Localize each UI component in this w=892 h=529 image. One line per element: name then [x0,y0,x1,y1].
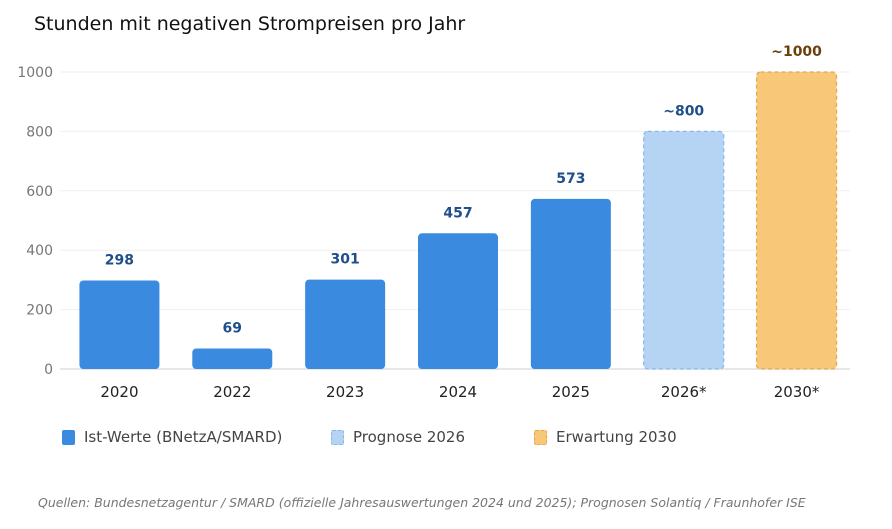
data-label: 69 [223,321,242,337]
x-tick-label: 2020 [100,383,138,401]
x-tick-label: 2024 [439,383,477,401]
bar-2022 [192,348,273,369]
bar-2026 [643,130,725,370]
y-tick-label: 800 [26,124,53,140]
y-tick-label: 400 [26,243,53,259]
legend-label: Prognose 2026 [353,428,465,446]
y-tick-label: 200 [26,303,53,319]
x-tick-label: 2025 [552,383,590,401]
legend-label: Erwartung 2030 [556,428,677,446]
x-tick-label: 2022 [213,383,251,401]
bar-2024 [418,233,498,369]
data-label: 457 [443,205,472,221]
bar-chart: 0 200 400 600 800 1000 298 2020 69 2022 301 2023 457… [17,44,850,401]
legend-swatch-expectation [534,429,547,445]
legend-label: Ist-Werte (BNetzA/SMARD) [84,428,283,446]
y-tick-label: 600 [26,184,53,200]
data-label: ~800 [663,103,704,119]
legend-item-forecast: Prognose 2026 [331,428,465,446]
y-tick-label: 1000 [17,65,53,81]
legend-swatch-actual [62,429,75,445]
legend-swatch-forecast [331,429,344,445]
x-tick-label: 2023 [326,383,364,401]
bar-2025 [530,198,611,369]
legend-item-actual: Ist-Werte (BNetzA/SMARD) [62,428,282,446]
x-tick-label: 2026* [661,383,707,401]
data-label: 573 [556,171,585,187]
source-note: Quellen: Bundesnetzagentur / SMARD (offi… [38,495,806,510]
bar-2030 [755,71,838,370]
y-tick-label: 0 [44,362,53,378]
data-label: 298 [105,252,134,268]
bar-2020 [79,280,160,369]
data-label: ~1000 [771,44,822,60]
chart-title: Stunden mit negativen Strompreisen pro J… [34,13,466,35]
x-tick-label: 2030* [774,383,820,401]
bar-2023 [305,279,386,369]
data-label: 301 [331,252,360,268]
legend-item-expectation: Erwartung 2030 [534,428,677,446]
